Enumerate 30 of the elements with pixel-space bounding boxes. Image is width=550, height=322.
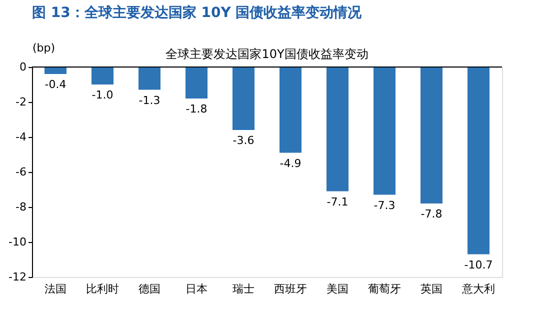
data-label: -1.0: [92, 88, 114, 102]
x-tick-label: 意大利: [461, 282, 495, 296]
y-tick-label: -10: [8, 236, 26, 248]
data-label: -7.3: [374, 198, 396, 212]
data-label: -7.1: [326, 195, 348, 208]
data-label: -1.8: [186, 102, 208, 116]
x-tick-label: 德国: [138, 282, 160, 296]
x-tick-label: 葡萄牙: [368, 282, 401, 296]
data-label: -4.9: [280, 156, 302, 170]
y-axis-title: (bp): [32, 42, 56, 54]
x-tick-label: 比利时: [86, 282, 119, 296]
data-label: -1.3: [138, 94, 160, 107]
y-tick-label: -4: [16, 130, 26, 144]
x-tick-label: 法国: [44, 282, 66, 296]
x-tick-label: 美国: [326, 282, 348, 296]
chart-subtitle: 全球主要发达国家10Y国债收益率变动: [166, 47, 368, 61]
y-tick-label: -6: [16, 166, 26, 178]
y-tick-label: -8: [16, 200, 26, 214]
y-tick-label: -2: [16, 96, 26, 108]
y-tick-label: 0: [20, 60, 26, 74]
data-label: -10.7: [464, 258, 493, 272]
x-tick-label: 瑞士: [232, 282, 254, 296]
chart-title: 图 13：全球主要发达国家 10Y 国债收益率变动情况: [32, 4, 363, 21]
data-label: -0.4: [44, 78, 66, 91]
x-tick-label: 日本: [186, 282, 208, 296]
x-tick-label: 西班牙: [274, 282, 307, 296]
y-tick-label: -12: [8, 270, 26, 284]
data-label: -7.8: [420, 208, 442, 220]
data-label: -3.6: [232, 134, 254, 147]
x-tick-label: 英国: [420, 282, 442, 296]
